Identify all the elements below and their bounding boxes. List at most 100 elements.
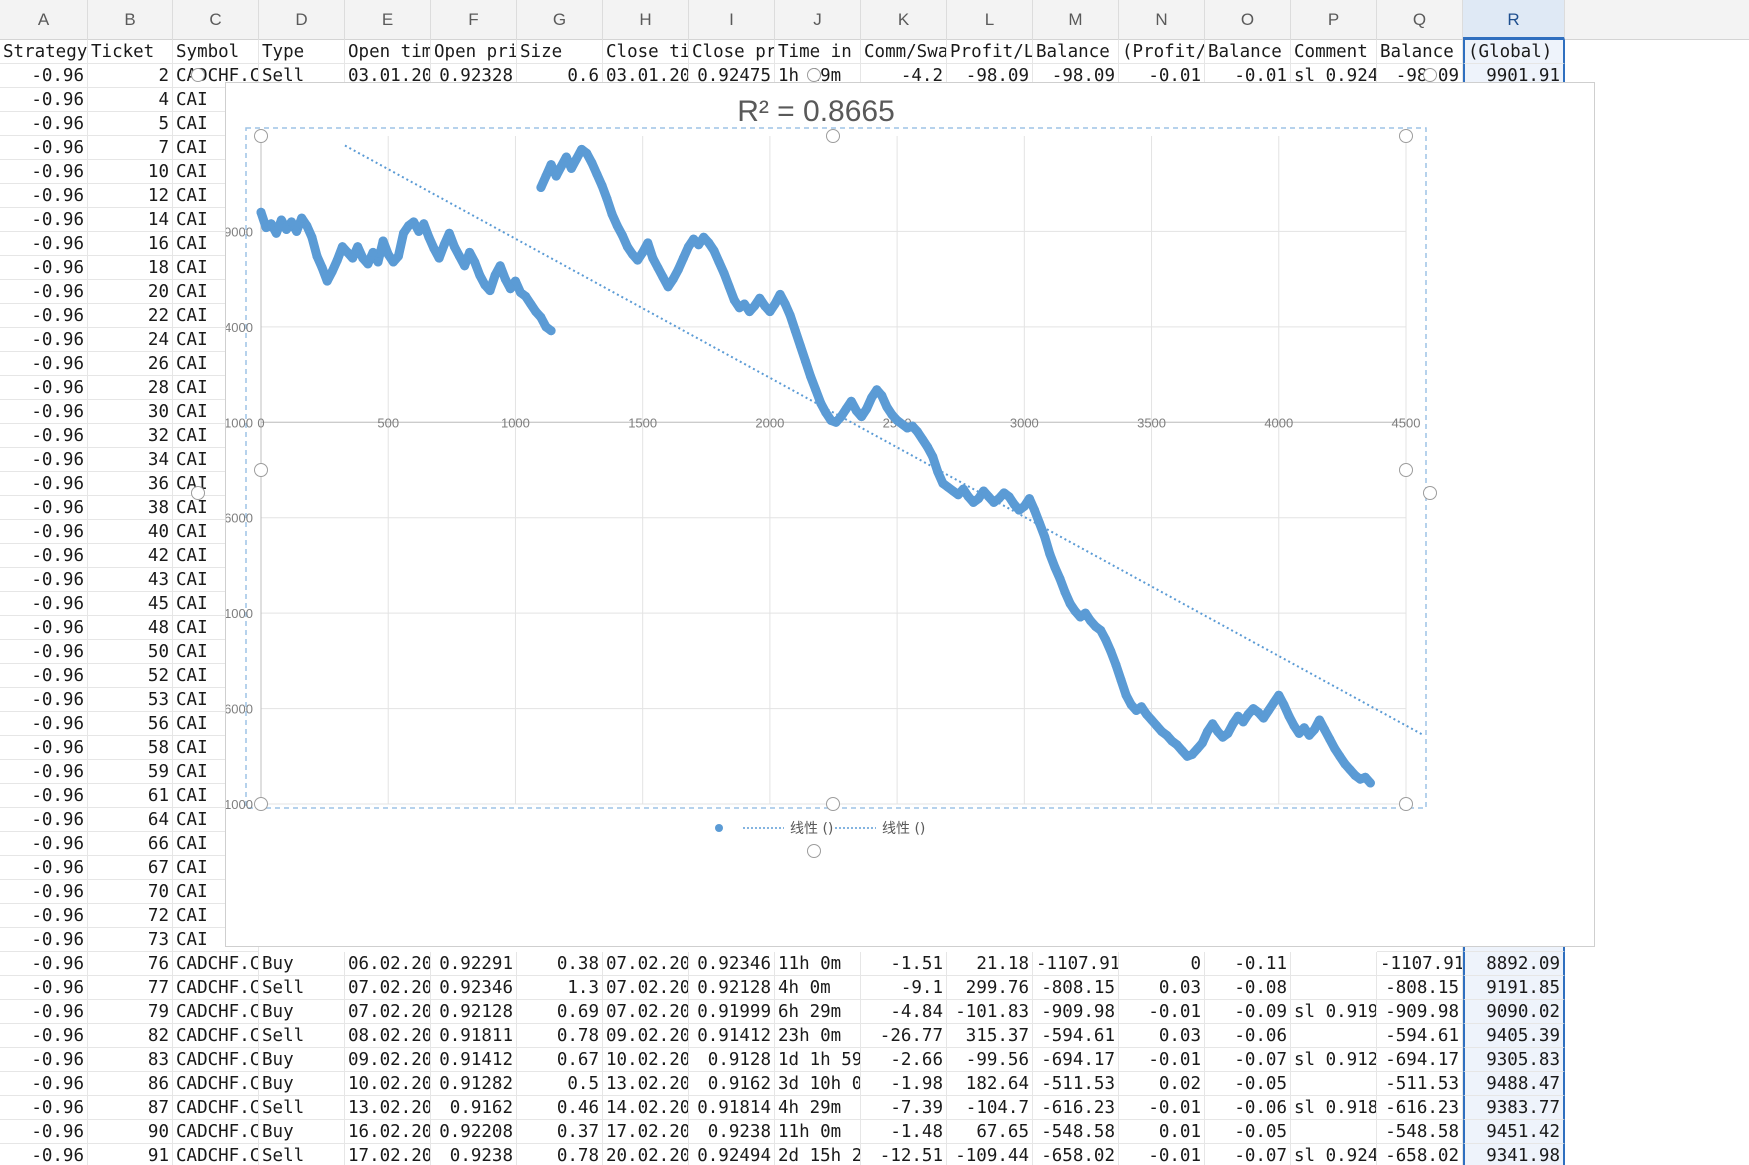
cell-g[interactable]: 0.78: [517, 1024, 603, 1048]
cell-r[interactable]: 8892.09: [1463, 952, 1565, 976]
cell-b[interactable]: 18: [88, 256, 173, 280]
cell-h[interactable]: 17.02.201: [603, 1120, 689, 1144]
cell-c[interactable]: CADCHF.C: [173, 952, 259, 976]
cell-n[interactable]: 0.02: [1119, 1072, 1205, 1096]
plot-handle-tl[interactable]: [254, 129, 268, 143]
cell-m[interactable]: -658.02: [1033, 1144, 1119, 1165]
cell-k[interactable]: -12.51: [861, 1144, 947, 1165]
cell-g[interactable]: 0.37: [517, 1120, 603, 1144]
cell-a[interactable]: -0.96: [0, 1120, 88, 1144]
cell-a[interactable]: -0.96: [0, 256, 88, 280]
cell-p[interactable]: sl 0.9128: [1291, 1048, 1377, 1072]
cell-n[interactable]: (Profit/Loss: [1119, 40, 1205, 64]
cell-r[interactable]: (Global): [1463, 40, 1565, 64]
cell-p[interactable]: [1291, 1120, 1377, 1144]
cell-b[interactable]: 36: [88, 472, 173, 496]
cell-c[interactable]: CADCHF.C: [173, 1072, 259, 1096]
cell-a[interactable]: -0.96: [0, 928, 88, 952]
cell-g[interactable]: 0.38: [517, 952, 603, 976]
cell-e[interactable]: 17.02.201: [345, 1144, 431, 1165]
cell-k[interactable]: -1.51: [861, 952, 947, 976]
cell-p[interactable]: sl 0.9199: [1291, 1000, 1377, 1024]
cell-d[interactable]: Type: [259, 40, 345, 64]
column-header-r[interactable]: R: [1463, 0, 1565, 40]
cell-a[interactable]: -0.96: [0, 784, 88, 808]
cell-b[interactable]: 26: [88, 352, 173, 376]
column-header-j[interactable]: J: [775, 0, 861, 40]
cell-l[interactable]: -104.7: [947, 1096, 1033, 1120]
cell-o[interactable]: Balance (: [1205, 40, 1291, 64]
cell-p[interactable]: Comment (: [1291, 40, 1377, 64]
cell-f[interactable]: 0.91811: [431, 1024, 517, 1048]
cell-b[interactable]: 28: [88, 376, 173, 400]
cell-a[interactable]: -0.96: [0, 376, 88, 400]
cell-h[interactable]: 07.02.201: [603, 1000, 689, 1024]
cell-a[interactable]: -0.96: [0, 880, 88, 904]
cell-p[interactable]: sl 0.9249: [1291, 1144, 1377, 1165]
cell-b[interactable]: 53: [88, 688, 173, 712]
column-header-h[interactable]: H: [603, 0, 689, 40]
cell-a[interactable]: -0.96: [0, 736, 88, 760]
cell-a[interactable]: -0.96: [0, 856, 88, 880]
cell-c[interactable]: CADCHF.C: [173, 1024, 259, 1048]
cell-o[interactable]: -0.09: [1205, 1000, 1291, 1024]
cell-a[interactable]: -0.96: [0, 304, 88, 328]
cell-n[interactable]: -0.01: [1119, 1144, 1205, 1165]
cell-o[interactable]: -0.11: [1205, 952, 1291, 976]
cell-q[interactable]: Balance: [1377, 40, 1463, 64]
cell-q[interactable]: -658.02: [1377, 1144, 1463, 1165]
cell-m[interactable]: -694.17: [1033, 1048, 1119, 1072]
cell-b[interactable]: 2: [88, 64, 173, 88]
cell-d[interactable]: Buy: [259, 1000, 345, 1024]
cell-b[interactable]: 59: [88, 760, 173, 784]
cell-q[interactable]: -511.53: [1377, 1072, 1463, 1096]
cell-m[interactable]: -616.23: [1033, 1096, 1119, 1120]
cell-n[interactable]: 0.03: [1119, 976, 1205, 1000]
chart-resize-handle-l[interactable]: [191, 486, 205, 500]
cell-b[interactable]: 87: [88, 1096, 173, 1120]
cell-a[interactable]: -0.96: [0, 1000, 88, 1024]
cell-k[interactable]: Comm/Swap: [861, 40, 947, 64]
cell-p[interactable]: [1291, 976, 1377, 1000]
cell-a[interactable]: -0.96: [0, 640, 88, 664]
cell-p[interactable]: [1291, 952, 1377, 976]
cell-e[interactable]: 13.02.201: [345, 1096, 431, 1120]
cell-h[interactable]: 09.02.201: [603, 1024, 689, 1048]
cell-b[interactable]: 52: [88, 664, 173, 688]
cell-b[interactable]: 82: [88, 1024, 173, 1048]
cell-b[interactable]: 72: [88, 904, 173, 928]
cell-j[interactable]: Time in trade: [775, 40, 861, 64]
cell-d[interactable]: Sell: [259, 1096, 345, 1120]
cell-k[interactable]: -1.48: [861, 1120, 947, 1144]
cell-b[interactable]: 7: [88, 136, 173, 160]
cell-i[interactable]: 0.9162: [689, 1072, 775, 1096]
cell-j[interactable]: 11h 0m: [775, 952, 861, 976]
cell-f[interactable]: 0.91282: [431, 1072, 517, 1096]
cell-a[interactable]: -0.96: [0, 688, 88, 712]
chart-resize-handle-tl[interactable]: [191, 68, 205, 82]
cell-p[interactable]: sl 0.9181: [1291, 1096, 1377, 1120]
cell-a[interactable]: -0.96: [0, 976, 88, 1000]
cell-a[interactable]: -0.96: [0, 544, 88, 568]
cell-k[interactable]: -1.98: [861, 1072, 947, 1096]
cell-i[interactable]: 0.92128: [689, 976, 775, 1000]
cell-a[interactable]: -0.96: [0, 1024, 88, 1048]
cell-b[interactable]: 56: [88, 712, 173, 736]
chart-resize-handle-b[interactable]: [807, 844, 821, 858]
cell-a[interactable]: -0.96: [0, 280, 88, 304]
cell-a[interactable]: -0.96: [0, 208, 88, 232]
cell-c[interactable]: CADCHF.C: [173, 1000, 259, 1024]
cell-a[interactable]: -0.96: [0, 352, 88, 376]
cell-n[interactable]: 0.03: [1119, 1024, 1205, 1048]
cell-b[interactable]: 4: [88, 88, 173, 112]
cell-o[interactable]: -0.05: [1205, 1072, 1291, 1096]
cell-a[interactable]: -0.96: [0, 64, 88, 88]
cell-b[interactable]: 66: [88, 832, 173, 856]
cell-m[interactable]: -594.61: [1033, 1024, 1119, 1048]
cell-l[interactable]: Profit/Loss: [947, 40, 1033, 64]
cell-q[interactable]: -909.98: [1377, 1000, 1463, 1024]
cell-b[interactable]: 38: [88, 496, 173, 520]
cell-a[interactable]: -0.96: [0, 160, 88, 184]
cell-o[interactable]: -0.05: [1205, 1120, 1291, 1144]
cell-k[interactable]: -7.39: [861, 1096, 947, 1120]
